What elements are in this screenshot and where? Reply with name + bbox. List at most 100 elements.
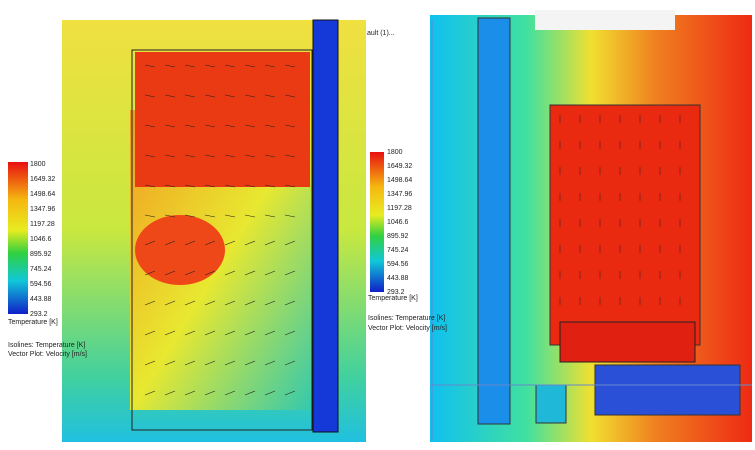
velocity-arrow: [284, 360, 296, 366]
legend-tick-label: 1498.64: [387, 177, 412, 184]
velocity-arrow: [204, 240, 216, 246]
velocity-arrow: [144, 154, 156, 158]
velocity-arrow: [184, 154, 196, 158]
velocity-arrow: [244, 390, 256, 396]
velocity-arrow: [204, 300, 216, 306]
legend-tick-label: 1347.96: [387, 191, 412, 198]
left-pipe: [312, 19, 339, 433]
velocity-arrow: [184, 240, 196, 246]
velocity-arrow: [164, 300, 176, 306]
legend-title: Temperature [K]: [8, 319, 58, 326]
legend-tick-label: 293.2: [387, 289, 405, 296]
velocity-arrow: [224, 360, 236, 366]
velocity-arrow: [224, 184, 236, 188]
velocity-arrow: [204, 270, 216, 276]
legend-tick-label: 745.24: [30, 266, 52, 273]
legend-tick-label: 1197.28: [387, 205, 412, 212]
legend-tick-label: 594.56: [30, 281, 52, 288]
left-hot-zone: [135, 52, 310, 187]
note: Vector Plot: Velocity [m/s]: [8, 351, 87, 358]
velocity-arrow: [164, 270, 176, 276]
velocity-arrow: [164, 64, 176, 68]
velocity-arrow: [204, 64, 216, 68]
velocity-arrow: [264, 64, 276, 68]
velocity-arrow: [204, 390, 216, 396]
velocity-arrow: [284, 330, 296, 336]
velocity-arrow: [224, 240, 236, 246]
velocity-arrow: [264, 214, 276, 218]
right-plot: [430, 10, 752, 442]
velocity-arrow: [204, 154, 216, 158]
velocity-arrow: [284, 214, 296, 218]
velocity-arrow: [264, 390, 276, 396]
right-colorbar: [370, 152, 384, 292]
legend-tick-label: 1197.28: [30, 221, 55, 228]
velocity-arrow: [144, 124, 156, 128]
velocity-arrow: [184, 124, 196, 128]
velocity-arrow: [164, 330, 176, 336]
note: Vector Plot: Velocity [m/s]: [368, 325, 447, 332]
velocity-arrow: [284, 270, 296, 276]
velocity-arrow: [144, 360, 156, 366]
velocity-arrow: [284, 390, 296, 396]
right-hot-zone: [549, 104, 701, 346]
legend-tick-label: 1347.96: [30, 206, 55, 213]
note: Isolines: Temperature [K]: [368, 315, 445, 322]
velocity-arrow: [264, 270, 276, 276]
velocity-arrow: [244, 360, 256, 366]
left-hot-spot: [135, 215, 225, 285]
velocity-arrow: [224, 390, 236, 396]
legend-title: Temperature [K]: [368, 295, 418, 302]
velocity-arrow: [184, 300, 196, 306]
velocity-arrow: [244, 64, 256, 68]
velocity-arrow: [144, 300, 156, 306]
velocity-arrow: [244, 94, 256, 98]
velocity-arrow: [224, 94, 236, 98]
velocity-arrow: [224, 330, 236, 336]
velocity-arrow: [144, 214, 156, 218]
legend-tick-label: 1649.32: [30, 176, 55, 183]
velocity-arrow: [264, 154, 276, 158]
velocity-arrow: [144, 94, 156, 98]
velocity-arrow: [164, 124, 176, 128]
left-colorbar: [8, 162, 28, 314]
velocity-arrow: [264, 94, 276, 98]
velocity-arrow: [244, 270, 256, 276]
velocity-arrow: [204, 214, 216, 218]
toolbar: [535, 10, 675, 30]
legend-tick-label: 745.24: [387, 247, 409, 254]
velocity-arrow: [144, 64, 156, 68]
velocity-arrow: [184, 184, 196, 188]
velocity-arrow: [164, 154, 176, 158]
right-pipe: [477, 17, 511, 425]
left-plot: [62, 19, 368, 442]
velocity-arrow: [164, 184, 176, 188]
velocity-arrow: [244, 300, 256, 306]
velocity-arrow: [164, 360, 176, 366]
velocity-arrow: [184, 330, 196, 336]
legend-tick-label: 1649.32: [387, 163, 412, 170]
velocity-arrow: [244, 154, 256, 158]
velocity-arrow: [284, 124, 296, 128]
legend-tick-label: 293.2: [30, 311, 48, 318]
legend-tick-label: 443.88: [30, 296, 52, 303]
velocity-arrow: [224, 64, 236, 68]
velocity-arrow: [204, 360, 216, 366]
legend-tick-label: 1046.6: [387, 219, 409, 226]
velocity-arrow: [284, 240, 296, 246]
legend-tick-label: 594.56: [387, 261, 409, 268]
velocity-arrow: [144, 240, 156, 246]
legend-tick-label: 1046.6: [30, 236, 52, 243]
velocity-arrow: [284, 64, 296, 68]
velocity-arrow: [144, 184, 156, 188]
velocity-arrow: [244, 240, 256, 246]
velocity-arrow: [224, 124, 236, 128]
velocity-arrow: [264, 124, 276, 128]
velocity-arrow: [264, 184, 276, 188]
legend-tick-label: 443.88: [387, 275, 409, 282]
velocity-arrow: [184, 214, 196, 218]
velocity-arrow: [244, 214, 256, 218]
velocity-arrow: [184, 94, 196, 98]
velocity-arrow: [244, 184, 256, 188]
